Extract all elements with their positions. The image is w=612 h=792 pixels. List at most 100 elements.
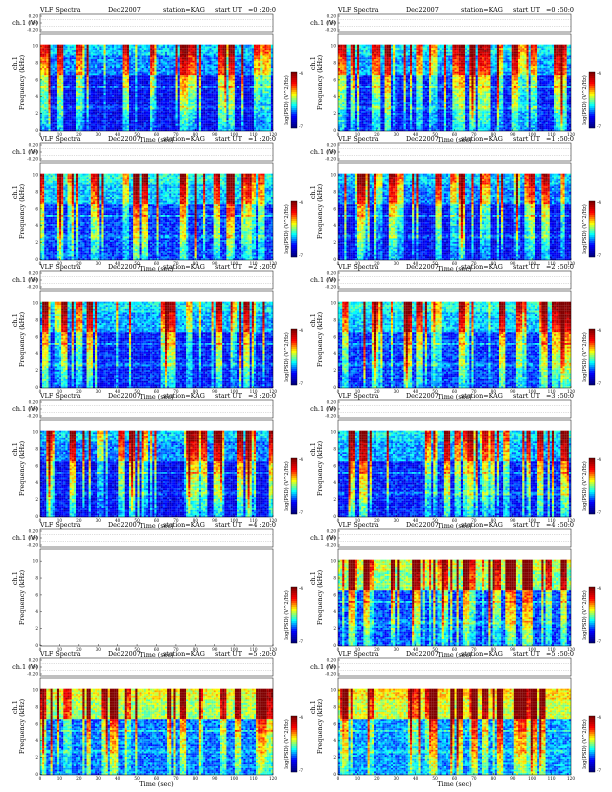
heatmap-cell	[131, 93, 134, 96]
heatmap-cell	[207, 77, 210, 79]
heatmap-cell	[156, 86, 159, 88]
heatmap-cell	[63, 102, 66, 105]
heatmap-cell	[162, 129, 166, 132]
heatmap-cell	[80, 123, 83, 126]
heatmap-cell	[86, 105, 89, 108]
heatmap-cell	[99, 48, 102, 51]
heatmap-cell	[175, 118, 178, 121]
heatmap-cell	[131, 123, 134, 126]
heatmap-cell	[190, 93, 193, 96]
heatmap-cell	[40, 73, 43, 76]
heatmap-cell	[80, 59, 83, 61]
heatmap-cell	[148, 87, 151, 90]
heatmap-cell	[236, 102, 240, 105]
heatmap-cell	[154, 48, 157, 51]
heatmap-cell	[226, 62, 229, 65]
heatmap-cell	[56, 95, 60, 97]
heatmap-cell	[192, 95, 195, 97]
heatmap-cell	[122, 122, 125, 124]
heatmap-cell	[196, 87, 199, 90]
heatmap-cell	[109, 44, 113, 47]
heatmap-cell	[160, 50, 163, 52]
heatmap-cell	[222, 109, 225, 112]
heatmap-cell	[173, 75, 176, 78]
heatmap-cell	[114, 55, 117, 58]
heatmap-cell	[59, 51, 62, 54]
heatmap-cell	[128, 96, 132, 99]
heatmap-cell	[116, 75, 119, 78]
heatmap-cell	[73, 71, 77, 74]
heatmap-cell	[137, 102, 140, 105]
heatmap-cell	[158, 84, 161, 87]
heatmap-cell	[179, 100, 182, 103]
heatmap-cell	[173, 122, 176, 124]
heatmap-cell	[169, 105, 172, 108]
heatmap-cell	[200, 125, 204, 128]
heatmap-cell	[84, 123, 87, 126]
heatmap-cell	[40, 57, 43, 60]
heatmap-cell	[92, 80, 96, 83]
heatmap-cell	[236, 123, 240, 126]
heatmap-cell	[52, 116, 55, 119]
heatmap-cell	[42, 102, 45, 105]
heatmap-cell	[114, 71, 117, 74]
heatmap-cell	[56, 46, 60, 49]
heatmap-cell	[234, 107, 238, 110]
heatmap-cell	[226, 109, 229, 112]
heatmap-cell	[128, 48, 132, 51]
heatmap-cell	[124, 53, 127, 56]
heatmap-cell	[145, 84, 149, 87]
heatmap-cell	[256, 111, 259, 114]
heatmap-cell	[247, 125, 250, 128]
heatmap-cell	[205, 104, 208, 106]
heatmap-cell	[76, 53, 79, 56]
heatmap-cell	[46, 100, 49, 103]
heatmap-cell	[88, 116, 91, 119]
heatmap-cell	[220, 77, 223, 79]
heatmap-cell	[167, 68, 170, 70]
heatmap-cell	[88, 69, 91, 72]
heatmap-cell	[82, 105, 85, 108]
heatmap-cell	[177, 53, 180, 56]
heatmap-cell	[173, 84, 176, 87]
heatmap-cell	[175, 57, 178, 60]
heatmap-cell	[226, 96, 229, 99]
heatmap-cell	[239, 98, 242, 101]
heatmap-cell	[65, 93, 68, 96]
heatmap-cell	[160, 60, 163, 63]
heatmap-cell	[92, 57, 96, 60]
heatmap-cell	[162, 98, 166, 101]
heatmap-cell	[224, 105, 227, 108]
heatmap-cell	[90, 77, 94, 79]
heatmap-cell	[78, 95, 81, 97]
heatmap-cell	[56, 116, 60, 119]
heatmap-cell	[175, 116, 178, 119]
heatmap-cell	[169, 102, 172, 105]
heatmap-cell	[156, 120, 159, 123]
heatmap-cell	[158, 118, 161, 121]
heatmap-cell	[190, 118, 193, 121]
heatmap-cell	[90, 123, 94, 126]
heatmap-cell	[59, 109, 62, 112]
heatmap-cell	[194, 100, 197, 103]
heatmap-cell	[245, 129, 248, 132]
heatmap-cell	[196, 71, 199, 74]
heatmap-cell	[169, 95, 172, 97]
heatmap-cell	[101, 51, 104, 54]
heatmap-cell	[200, 107, 204, 110]
heatmap-cell	[107, 93, 110, 96]
heatmap-cell	[156, 123, 159, 126]
heatmap-cell	[230, 77, 233, 79]
heatmap-cell	[82, 116, 85, 119]
heatmap-cell	[42, 96, 45, 99]
heatmap-cell	[148, 127, 151, 130]
heatmap-cell	[162, 125, 166, 128]
heatmap-cell	[107, 95, 110, 97]
heatmap-cell	[154, 127, 157, 130]
heatmap-cell	[133, 53, 136, 56]
heatmap-cell	[160, 100, 163, 103]
heatmap-cell	[67, 82, 70, 85]
heatmap-cell	[99, 100, 102, 103]
heatmap-cell	[52, 118, 55, 121]
heatmap-cell	[137, 98, 140, 101]
